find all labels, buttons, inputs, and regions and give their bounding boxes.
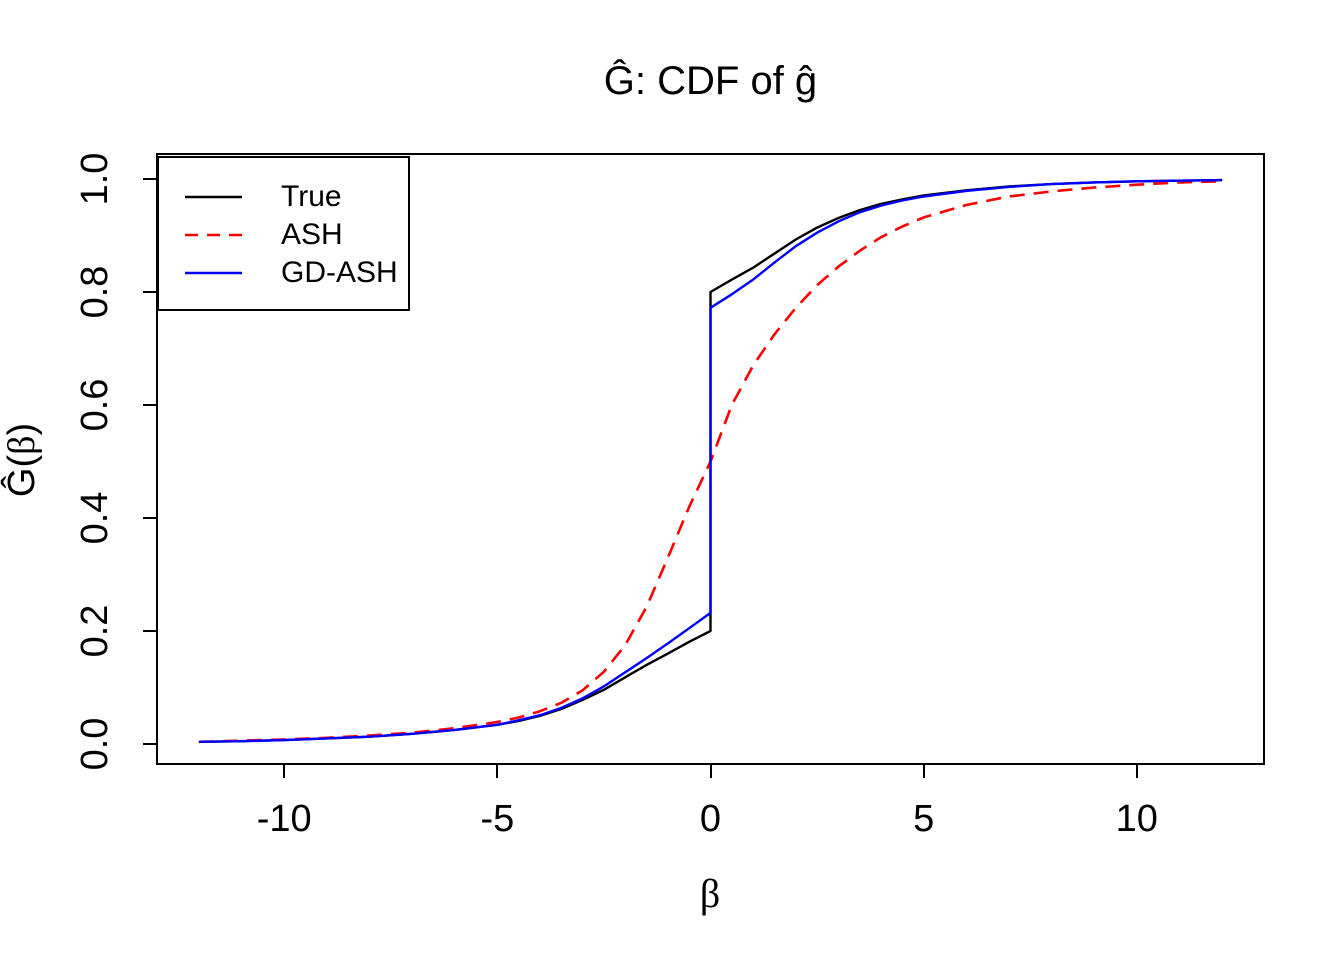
legend-entry-true: True [159, 178, 408, 216]
x-axis-label: β [699, 871, 721, 916]
legend-line-sample [185, 233, 242, 236]
x-tick-label: -5 [480, 798, 515, 840]
y-axis-tick [143, 404, 156, 406]
x-tick-label: 0 [699, 798, 722, 840]
x-axis-tick [1135, 765, 1138, 778]
y-tick-label: 1.0 [74, 152, 116, 206]
y-axis-tick [143, 743, 156, 746]
y-axis-tick [143, 178, 156, 180]
y-axis-label: Ĝ(β) [1, 422, 43, 498]
legend-entry-gd-ash: GD-ASH [159, 254, 408, 292]
plot-title: Ĝ: CDF of ĝ [603, 59, 818, 103]
x-axis-tick [496, 765, 499, 778]
legend-label: True [281, 179, 342, 213]
legend-rows: True ASH GD-ASH [159, 178, 408, 292]
legend-label: GD-ASH [281, 255, 398, 289]
legend-line-sample [185, 271, 242, 274]
y-axis-tick [143, 630, 156, 632]
series-line-gd-ash [198, 178, 1223, 743]
legend-box: True ASH GD-ASH [157, 156, 410, 311]
x-axis-tick [709, 765, 712, 778]
legend-line-sample [185, 195, 242, 198]
x-tick-label: -10 [256, 798, 312, 840]
x-tick-label: 10 [1115, 798, 1158, 840]
cdf-curves-plot [198, 178, 1223, 744]
y-axis-tick [143, 291, 156, 293]
plot-border-box [156, 153, 1265, 765]
legend-label: ASH [281, 217, 343, 251]
legend-entry-ash: ASH [159, 216, 408, 254]
x-tick-label: 5 [913, 798, 935, 840]
x-axis-tick [922, 765, 925, 778]
y-axis-tick [143, 517, 156, 519]
x-axis-tick [283, 765, 286, 778]
